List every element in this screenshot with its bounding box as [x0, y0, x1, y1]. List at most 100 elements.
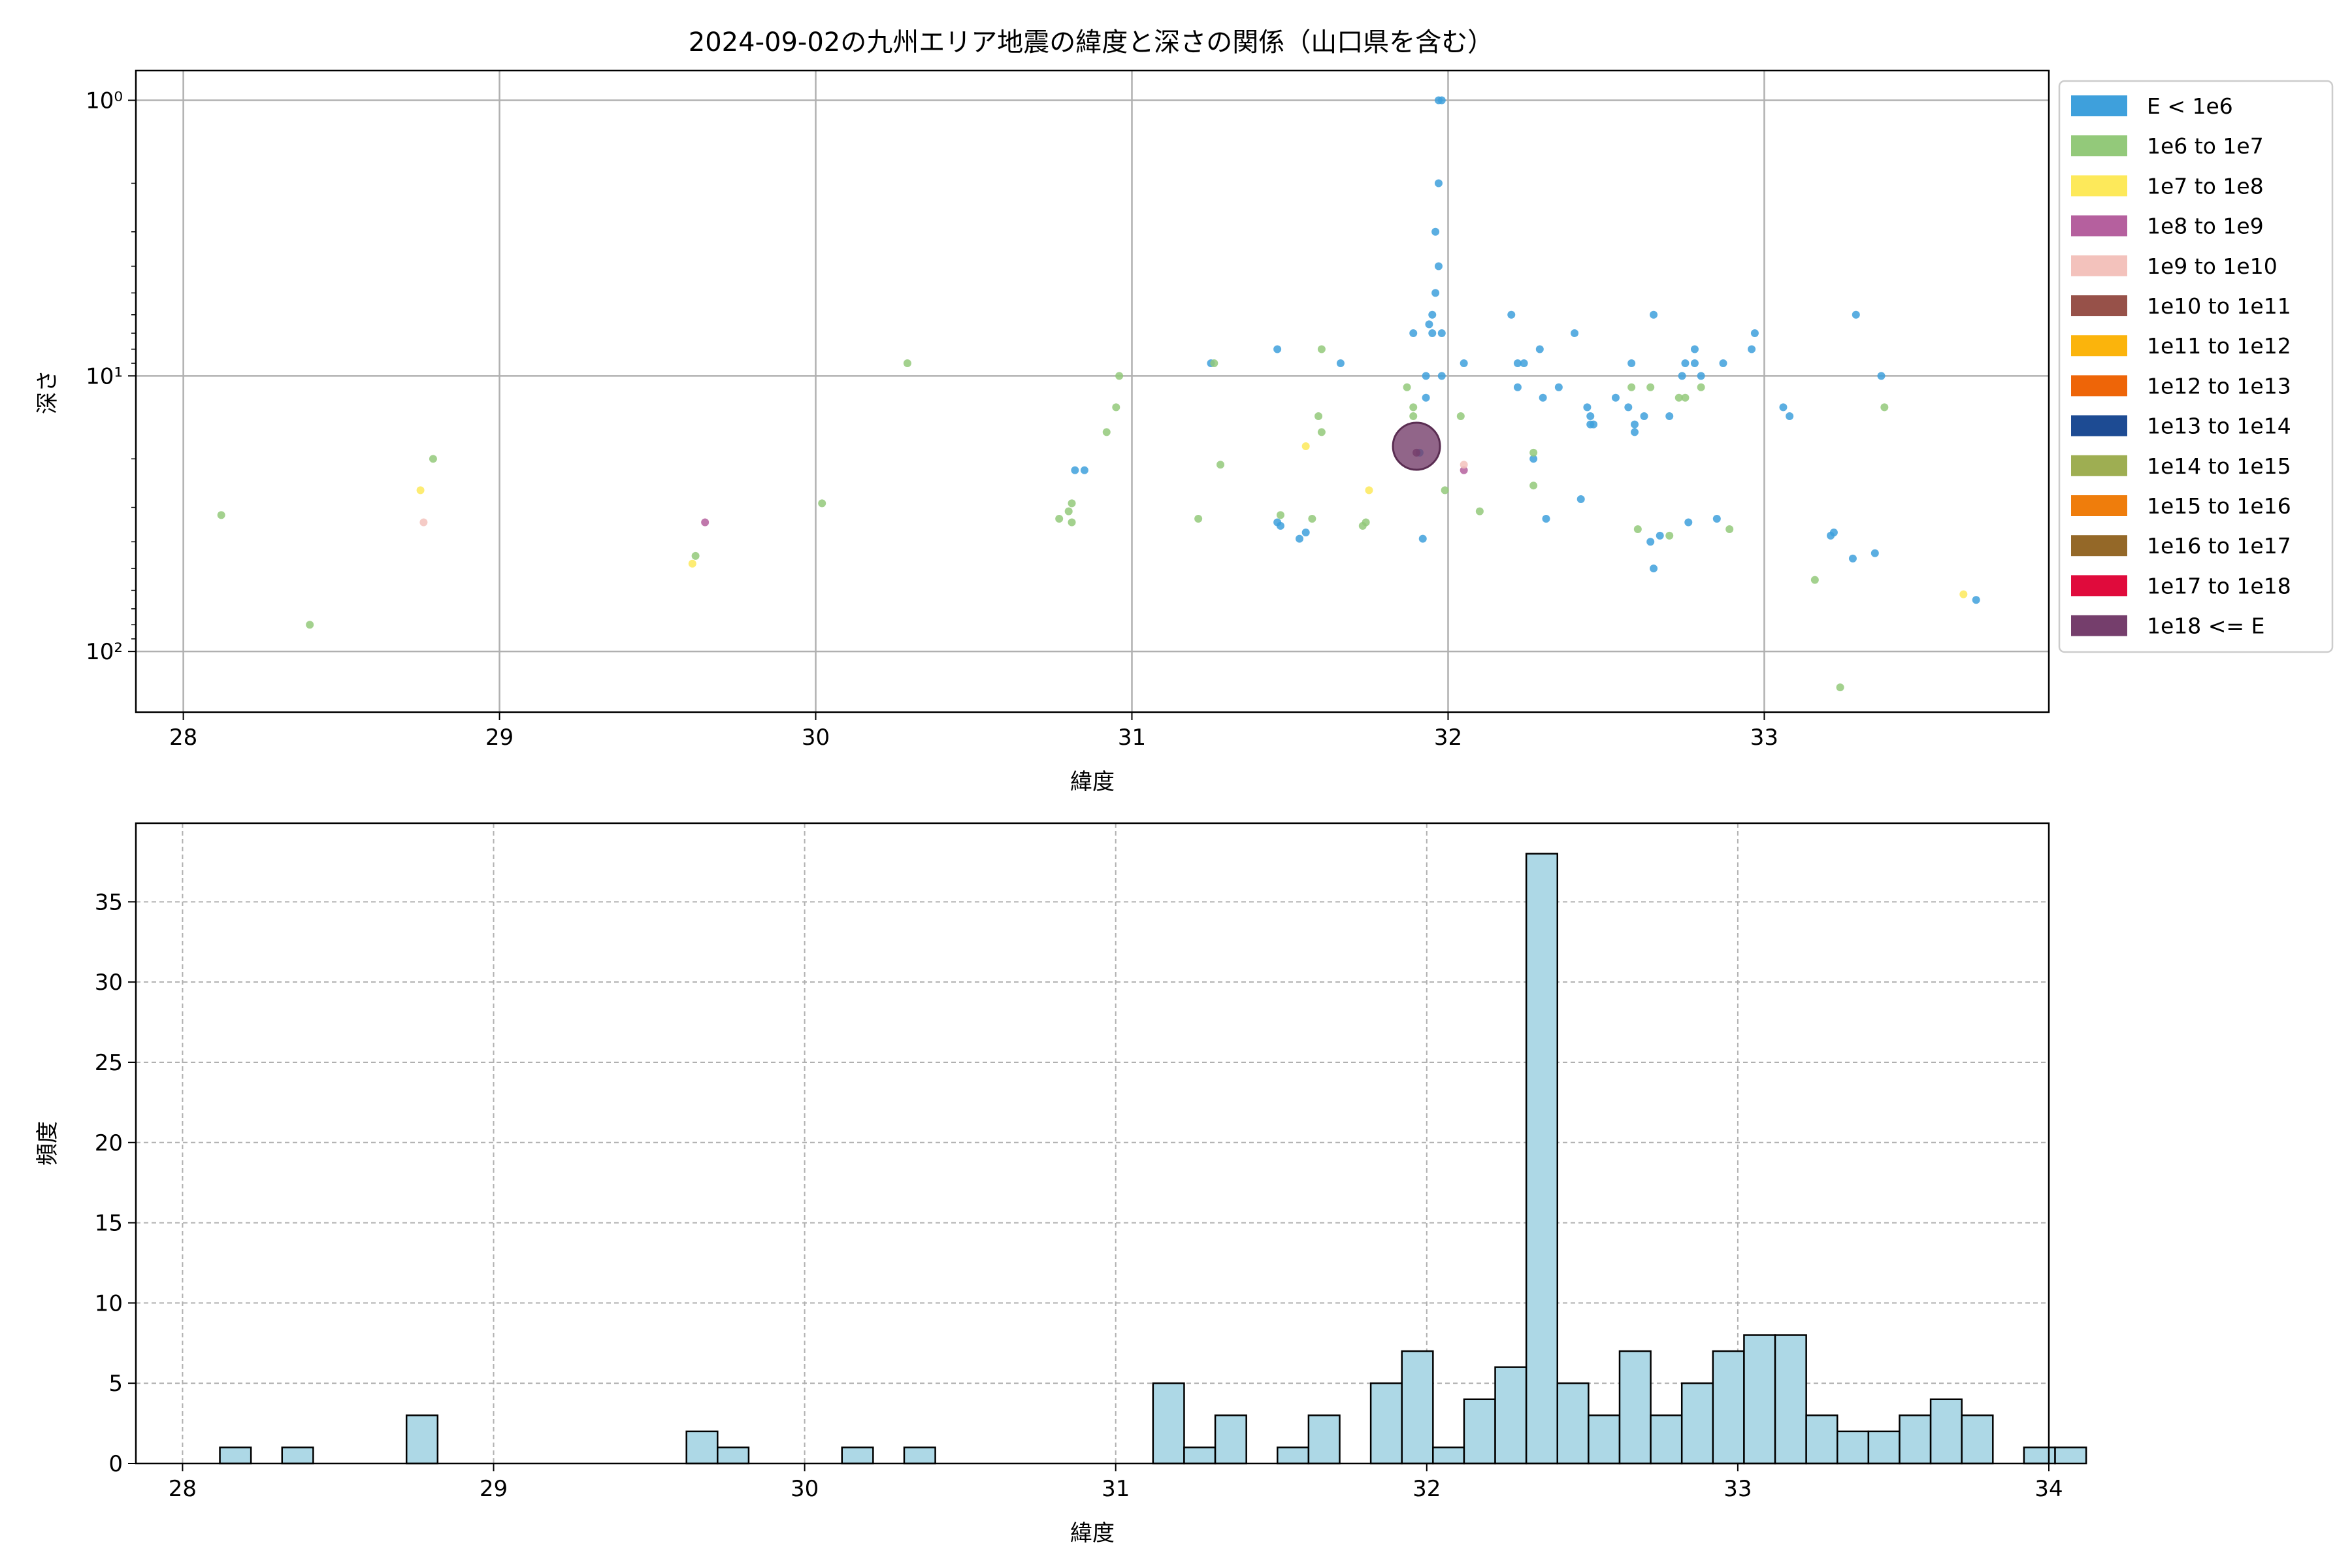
scatter-point	[1317, 428, 1326, 436]
legend-swatch	[2071, 415, 2127, 436]
scatter-point	[1576, 495, 1585, 503]
scatter-point	[1068, 518, 1076, 527]
histogram-bar	[1929, 1398, 1963, 1465]
scatter-point	[1403, 383, 1411, 391]
histogram-x-ticks: 28 29 30 31 32 33 34	[169, 1463, 2063, 1502]
scatter-point	[1611, 393, 1620, 402]
histogram-bars	[219, 853, 2087, 1465]
scatter-point	[1418, 534, 1427, 543]
histogram-y-tick-label: 15	[95, 1211, 123, 1237]
scatter-point	[1425, 320, 1433, 329]
scatter-point	[1437, 372, 1446, 380]
scatter-point	[1507, 310, 1516, 319]
scatter-point	[1750, 329, 1759, 337]
histogram-x-tick-label: 29	[480, 1476, 508, 1502]
legend-swatch	[2071, 455, 2127, 476]
histogram-bar	[1867, 1430, 1901, 1465]
histogram-bar	[1805, 1414, 1838, 1465]
scatter-point	[1273, 345, 1282, 353]
scatter-point	[1080, 466, 1088, 474]
histogram-bar	[2054, 1446, 2087, 1465]
scatter-point	[688, 559, 696, 568]
scatter-point	[1678, 372, 1686, 380]
scatter-point	[1431, 289, 1440, 297]
scatter-point	[1633, 525, 1642, 533]
scatter-point	[1409, 329, 1418, 337]
histogram-bar	[1961, 1414, 1994, 1465]
scatter-point	[1308, 515, 1316, 523]
scatter-axes-frame	[135, 69, 2050, 713]
histogram-bar	[1369, 1382, 1403, 1465]
scatter-point	[1276, 521, 1284, 530]
histogram-axes-frame	[135, 822, 2050, 1465]
scatter-point	[1431, 227, 1440, 236]
scatter-point	[1535, 345, 1544, 353]
histogram-bar	[841, 1446, 874, 1465]
scatter-point	[1301, 529, 1310, 537]
scatter-point	[1422, 393, 1430, 402]
scatter-point	[1409, 403, 1418, 412]
scatter-point	[1779, 403, 1788, 412]
histogram-bar	[1680, 1382, 1714, 1465]
scatter-point	[1434, 179, 1443, 188]
histogram-bar	[1556, 1382, 1590, 1465]
histogram-y-tick-label: 35	[95, 889, 123, 915]
scatter-point	[1877, 372, 1886, 380]
scatter-point	[1422, 372, 1430, 380]
scatter-points	[217, 96, 1980, 692]
scatter-x-tick-label: 28	[169, 725, 197, 751]
legend-label: 1e13 to 1e14	[2147, 414, 2291, 439]
legend-swatch	[2071, 535, 2127, 557]
scatter-point	[1392, 421, 1441, 471]
scatter-point	[1460, 466, 1468, 474]
legend-label: E < 1e6	[2147, 93, 2233, 119]
histogram-bar	[405, 1414, 439, 1465]
scatter-point	[1428, 310, 1437, 319]
legend-swatch	[2071, 375, 2127, 397]
scatter-point	[1529, 455, 1538, 463]
scatter-point	[1456, 412, 1465, 420]
legend-label: 1e17 to 1e18	[2147, 573, 2291, 598]
scatter-point	[1336, 359, 1345, 368]
scatter-point	[1848, 554, 1857, 563]
scatter-point	[1295, 534, 1303, 543]
legend-swatch	[2071, 255, 2127, 276]
scatter-y-label: 深さ	[35, 370, 61, 414]
histogram-bar	[1837, 1430, 1870, 1465]
scatter-point	[691, 551, 700, 560]
scatter-point	[217, 511, 225, 519]
histogram-y-tick-label: 20	[95, 1130, 123, 1156]
scatter-point	[1650, 564, 1658, 573]
scatter-point	[1681, 359, 1690, 368]
histogram-bar	[1307, 1414, 1341, 1465]
scatter-point	[1210, 359, 1218, 368]
scatter-panel: 2024-09-02の九州エリア地震の緯度と深さの関係（山口県を含む） 28 29…	[35, 27, 2334, 795]
scatter-point	[1627, 359, 1636, 368]
scatter-point	[306, 621, 314, 629]
scatter-x-tick-label: 29	[485, 725, 514, 751]
legend-swatch	[2071, 135, 2127, 157]
histogram-bar	[1650, 1414, 1683, 1465]
scatter-point	[1646, 538, 1655, 546]
legend-frame	[2058, 80, 2334, 653]
scatter-point	[1520, 359, 1528, 368]
scatter-point	[1217, 461, 1225, 469]
scatter-point	[1194, 515, 1203, 523]
scatter-x-tick-label: 31	[1118, 725, 1146, 751]
legend: E < 1e6 1e6 to 1e7 1e7 to 1e8 1e8 to 1e9 1e9…	[2058, 80, 2334, 653]
histogram-bar	[1152, 1382, 1185, 1465]
scatter-point	[1409, 412, 1418, 420]
scatter-point	[416, 486, 425, 495]
histogram-bar	[685, 1430, 719, 1465]
scatter-x-tick-label: 32	[1434, 725, 1462, 751]
scatter-point	[1810, 576, 1819, 584]
scatter-point	[1365, 486, 1373, 495]
histogram-x-label: 緯度	[1070, 1520, 1115, 1546]
histogram-grid	[136, 823, 2050, 1464]
scatter-point	[818, 499, 826, 508]
legend-swatch	[2071, 575, 2127, 596]
scatter-point	[1513, 383, 1522, 391]
histogram-bar	[1214, 1414, 1247, 1465]
scatter-point	[1836, 683, 1844, 692]
scatter-point	[1627, 383, 1636, 391]
